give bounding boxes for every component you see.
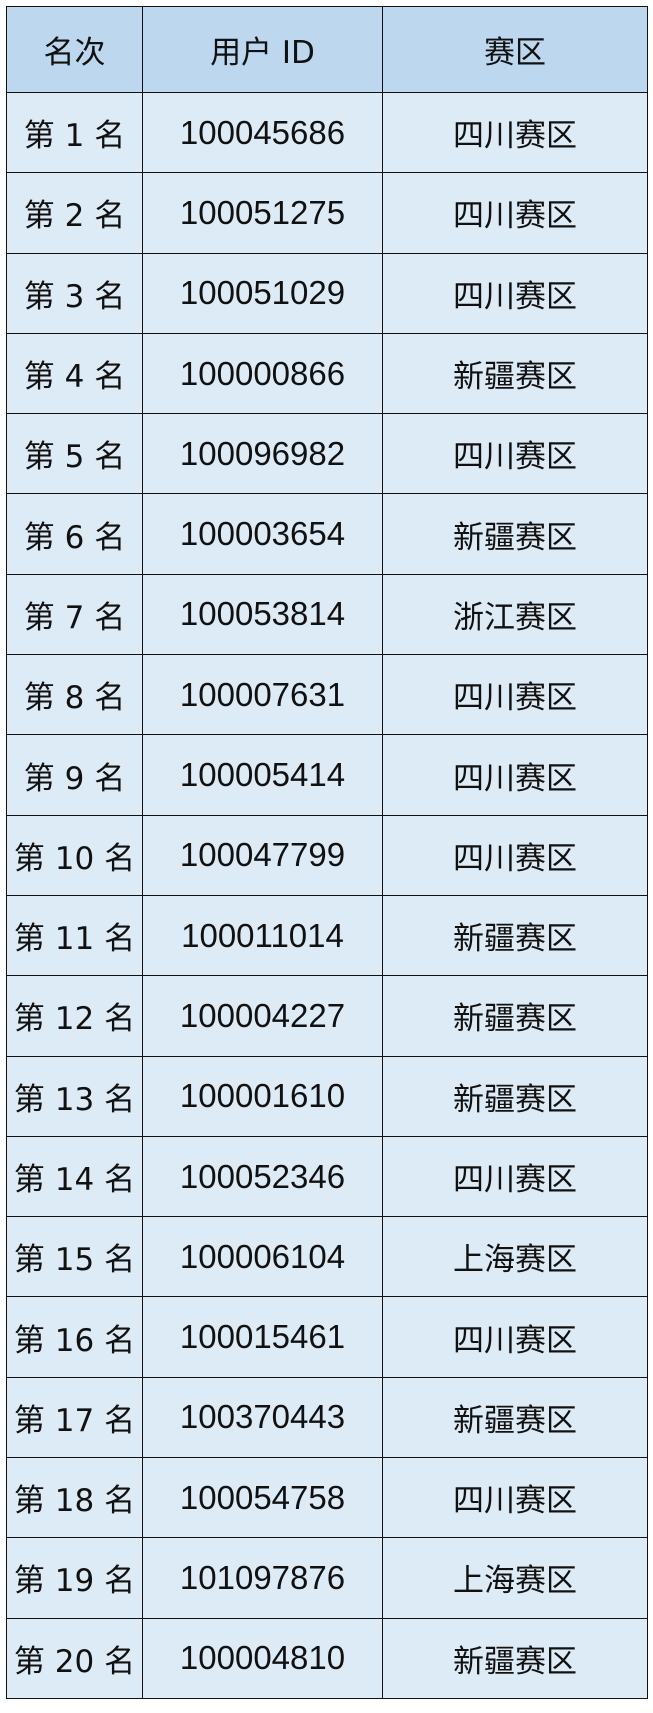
- rank-cell: 第 3 名: [6, 252, 143, 334]
- user-id-cell: 100052346: [142, 1135, 383, 1218]
- region-cell: 新疆赛区: [382, 493, 648, 575]
- header-rank: 名次: [6, 6, 143, 93]
- table-row: 第 15 名 100006104 上海赛区: [6, 1216, 648, 1298]
- table-row: 第 18 名 100054758 四川赛区: [6, 1457, 648, 1539]
- table-row: 第 9 名 100005414 四川赛区: [6, 734, 648, 816]
- user-id-cell: 100003654: [142, 493, 383, 575]
- header-row: 名次 用户 ID 赛区: [6, 6, 648, 93]
- table-row: 第 11 名 100011014 新疆赛区: [6, 894, 648, 977]
- region-cell: 四川赛区: [382, 91, 648, 174]
- user-id-cell: 101097876: [142, 1537, 383, 1619]
- user-id-cell: 100054758: [142, 1457, 383, 1539]
- user-id-cell: 100004810: [142, 1617, 383, 1699]
- region-cell: 新疆赛区: [382, 1055, 648, 1137]
- table-row: 第 4 名 100000866 新疆赛区: [6, 332, 648, 415]
- rank-cell: 第 15 名: [6, 1216, 143, 1298]
- user-id-cell: 100001610: [142, 1055, 383, 1137]
- rank-cell: 第 20 名: [6, 1617, 143, 1699]
- user-id-cell: 100015461: [142, 1296, 383, 1378]
- rank-cell: 第 16 名: [6, 1296, 143, 1378]
- region-cell: 四川赛区: [382, 1457, 648, 1539]
- user-id-cell: 100000866: [142, 332, 383, 415]
- region-cell: 四川赛区: [382, 1296, 648, 1378]
- table-row: 第 14 名 100052346 四川赛区: [6, 1135, 648, 1218]
- table-row: 第 20 名 100004810 新疆赛区: [6, 1617, 648, 1699]
- region-cell: 四川赛区: [382, 172, 648, 254]
- user-id-cell: 100053814: [142, 573, 383, 656]
- region-cell: 四川赛区: [382, 654, 648, 736]
- table-row: 第 6 名 100003654 新疆赛区: [6, 493, 648, 575]
- rank-cell: 第 19 名: [6, 1537, 143, 1619]
- rank-cell: 第 13 名: [6, 1055, 143, 1137]
- region-cell: 四川赛区: [382, 252, 648, 334]
- rank-cell: 第 17 名: [6, 1376, 143, 1459]
- user-id-cell: 100011014: [142, 894, 383, 977]
- rank-cell: 第 8 名: [6, 654, 143, 736]
- table-row: 第 1 名 100045686 四川赛区: [6, 91, 648, 174]
- table-row: 第 3 名 100051029 四川赛区: [6, 252, 648, 334]
- user-id-cell: 100045686: [142, 91, 383, 174]
- rank-cell: 第 11 名: [6, 894, 143, 977]
- user-id-cell: 100006104: [142, 1216, 383, 1298]
- rank-cell: 第 2 名: [6, 172, 143, 254]
- user-id-cell: 100005414: [142, 734, 383, 816]
- region-cell: 四川赛区: [382, 413, 648, 495]
- rank-cell: 第 12 名: [6, 975, 143, 1057]
- region-cell: 新疆赛区: [382, 1617, 648, 1699]
- table-row: 第 5 名 100096982 四川赛区: [6, 413, 648, 495]
- rank-cell: 第 4 名: [6, 332, 143, 415]
- user-id-cell: 100096982: [142, 413, 383, 495]
- rank-cell: 第 7 名: [6, 573, 143, 656]
- header-region: 赛区: [382, 6, 648, 93]
- region-cell: 上海赛区: [382, 1537, 648, 1619]
- region-cell: 浙江赛区: [382, 573, 648, 656]
- user-id-cell: 100004227: [142, 975, 383, 1057]
- user-id-cell: 100051029: [142, 252, 383, 334]
- user-id-cell: 100047799: [142, 814, 383, 896]
- region-cell: 新疆赛区: [382, 1376, 648, 1459]
- table-row: 第 8 名 100007631 四川赛区: [6, 654, 648, 736]
- table-row: 第 16 名 100015461 四川赛区: [6, 1296, 648, 1378]
- table-row: 第 2 名 100051275 四川赛区: [6, 172, 648, 254]
- rank-cell: 第 10 名: [6, 814, 143, 896]
- region-cell: 新疆赛区: [382, 332, 648, 415]
- table-row: 第 19 名 101097876 上海赛区: [6, 1537, 648, 1619]
- table-row: 第 17 名 100370443 新疆赛区: [6, 1376, 648, 1459]
- region-cell: 新疆赛区: [382, 894, 648, 977]
- user-id-cell: 100007631: [142, 654, 383, 736]
- ranking-table: 名次 用户 ID 赛区 第 1 名 100045686 四川赛区第 2 名 10005…: [6, 6, 648, 1699]
- rank-cell: 第 14 名: [6, 1135, 143, 1218]
- user-id-cell: 100370443: [142, 1376, 383, 1459]
- table-row: 第 7 名 100053814 浙江赛区: [6, 573, 648, 656]
- table-row: 第 13 名 100001610 新疆赛区: [6, 1055, 648, 1137]
- region-cell: 新疆赛区: [382, 975, 648, 1057]
- user-id-cell: 100051275: [142, 172, 383, 254]
- rank-cell: 第 9 名: [6, 734, 143, 816]
- region-cell: 四川赛区: [382, 814, 648, 896]
- rank-cell: 第 1 名: [6, 91, 143, 174]
- rank-cell: 第 6 名: [6, 493, 143, 575]
- table-row: 第 10 名 100047799 四川赛区: [6, 814, 648, 896]
- region-cell: 四川赛区: [382, 734, 648, 816]
- rank-cell: 第 5 名: [6, 413, 143, 495]
- region-cell: 上海赛区: [382, 1216, 648, 1298]
- region-cell: 四川赛区: [382, 1135, 648, 1218]
- rank-cell: 第 18 名: [6, 1457, 143, 1539]
- table-row: 第 12 名 100004227 新疆赛区: [6, 975, 648, 1057]
- header-user-id: 用户 ID: [142, 6, 383, 93]
